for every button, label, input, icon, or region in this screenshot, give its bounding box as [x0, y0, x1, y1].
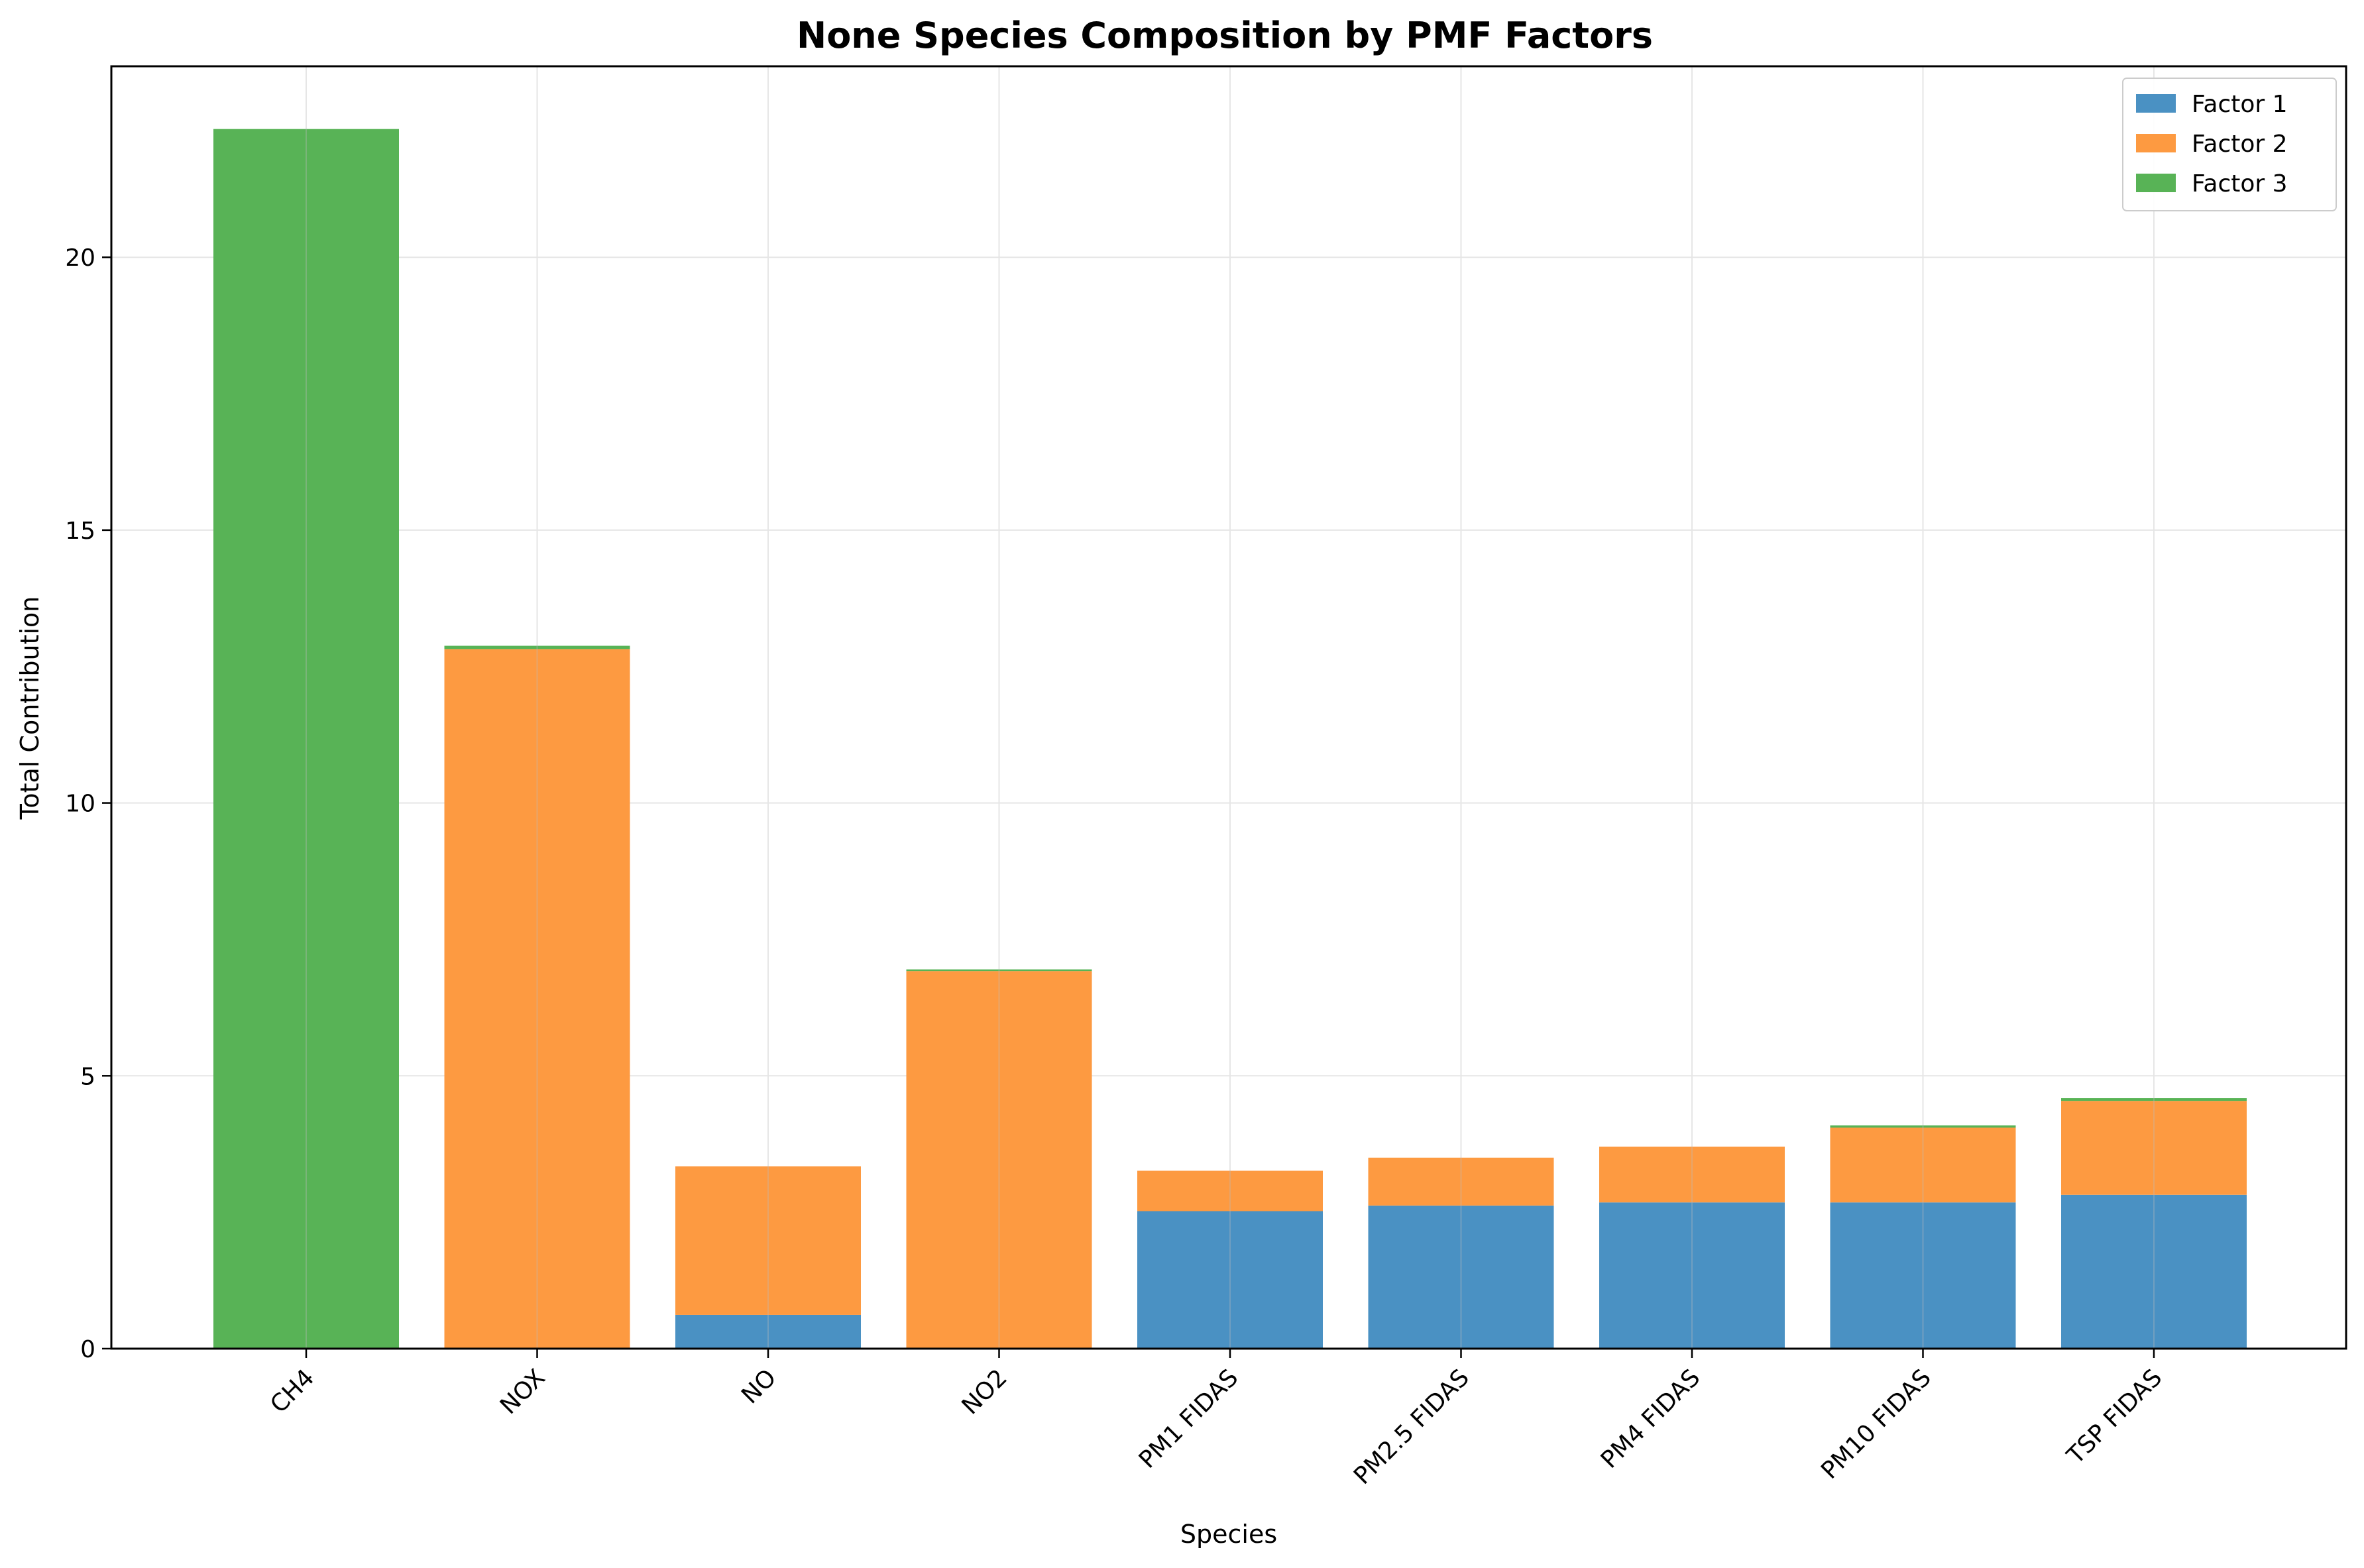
bar-segment: [444, 645, 630, 649]
y-axis-title: Total Contribution: [15, 596, 44, 820]
bar-segment: [1830, 1127, 2016, 1203]
legend-label: Factor 1: [2192, 91, 2288, 118]
bar-segment: [1137, 1170, 1323, 1211]
bar-segment: [675, 1314, 861, 1349]
plot-frame: [110, 65, 2347, 1350]
y-tick-label: 10: [65, 791, 95, 818]
legend-swatch: [2136, 94, 2176, 113]
legend-label: Factor 3: [2192, 170, 2288, 197]
bar-segment: [1599, 1202, 1785, 1349]
x-axis-title: Species: [1180, 1520, 1277, 1549]
bar-segment: [2061, 1194, 2247, 1349]
bar-segment: [213, 129, 399, 1349]
legend: Factor 1 Factor 2 Factor 3: [2122, 78, 2337, 211]
chart-title: None Species Composition by PMF Factors: [797, 15, 1653, 56]
bar-segment: [1830, 1202, 2016, 1349]
legend-label: Factor 2: [2192, 131, 2288, 158]
bar-segment: [1137, 1211, 1323, 1349]
bar-segment: [2061, 1098, 2247, 1101]
legend-swatch: [2136, 134, 2176, 152]
bar-segment: [444, 649, 630, 1349]
bar-segment: [2061, 1101, 2247, 1195]
y-tick-label: 5: [80, 1063, 95, 1090]
y-axis: 0 5 10 15 20: [65, 245, 111, 1363]
legend-swatch: [2136, 174, 2176, 192]
bar-segment: [1368, 1157, 1554, 1206]
bar-segment: [906, 969, 1092, 972]
bar-segment: [675, 1166, 861, 1315]
bars: [213, 129, 2247, 1349]
y-tick-label: 20: [65, 245, 95, 272]
bar-segment: [906, 971, 1092, 1349]
bar-segment: [1599, 1147, 1785, 1203]
y-tick-label: 15: [65, 518, 95, 545]
bar-segment: [1830, 1125, 2016, 1128]
bar-segment: [1368, 1205, 1554, 1349]
y-tick-label: 0: [80, 1336, 95, 1363]
legend-box: [2122, 78, 2337, 211]
